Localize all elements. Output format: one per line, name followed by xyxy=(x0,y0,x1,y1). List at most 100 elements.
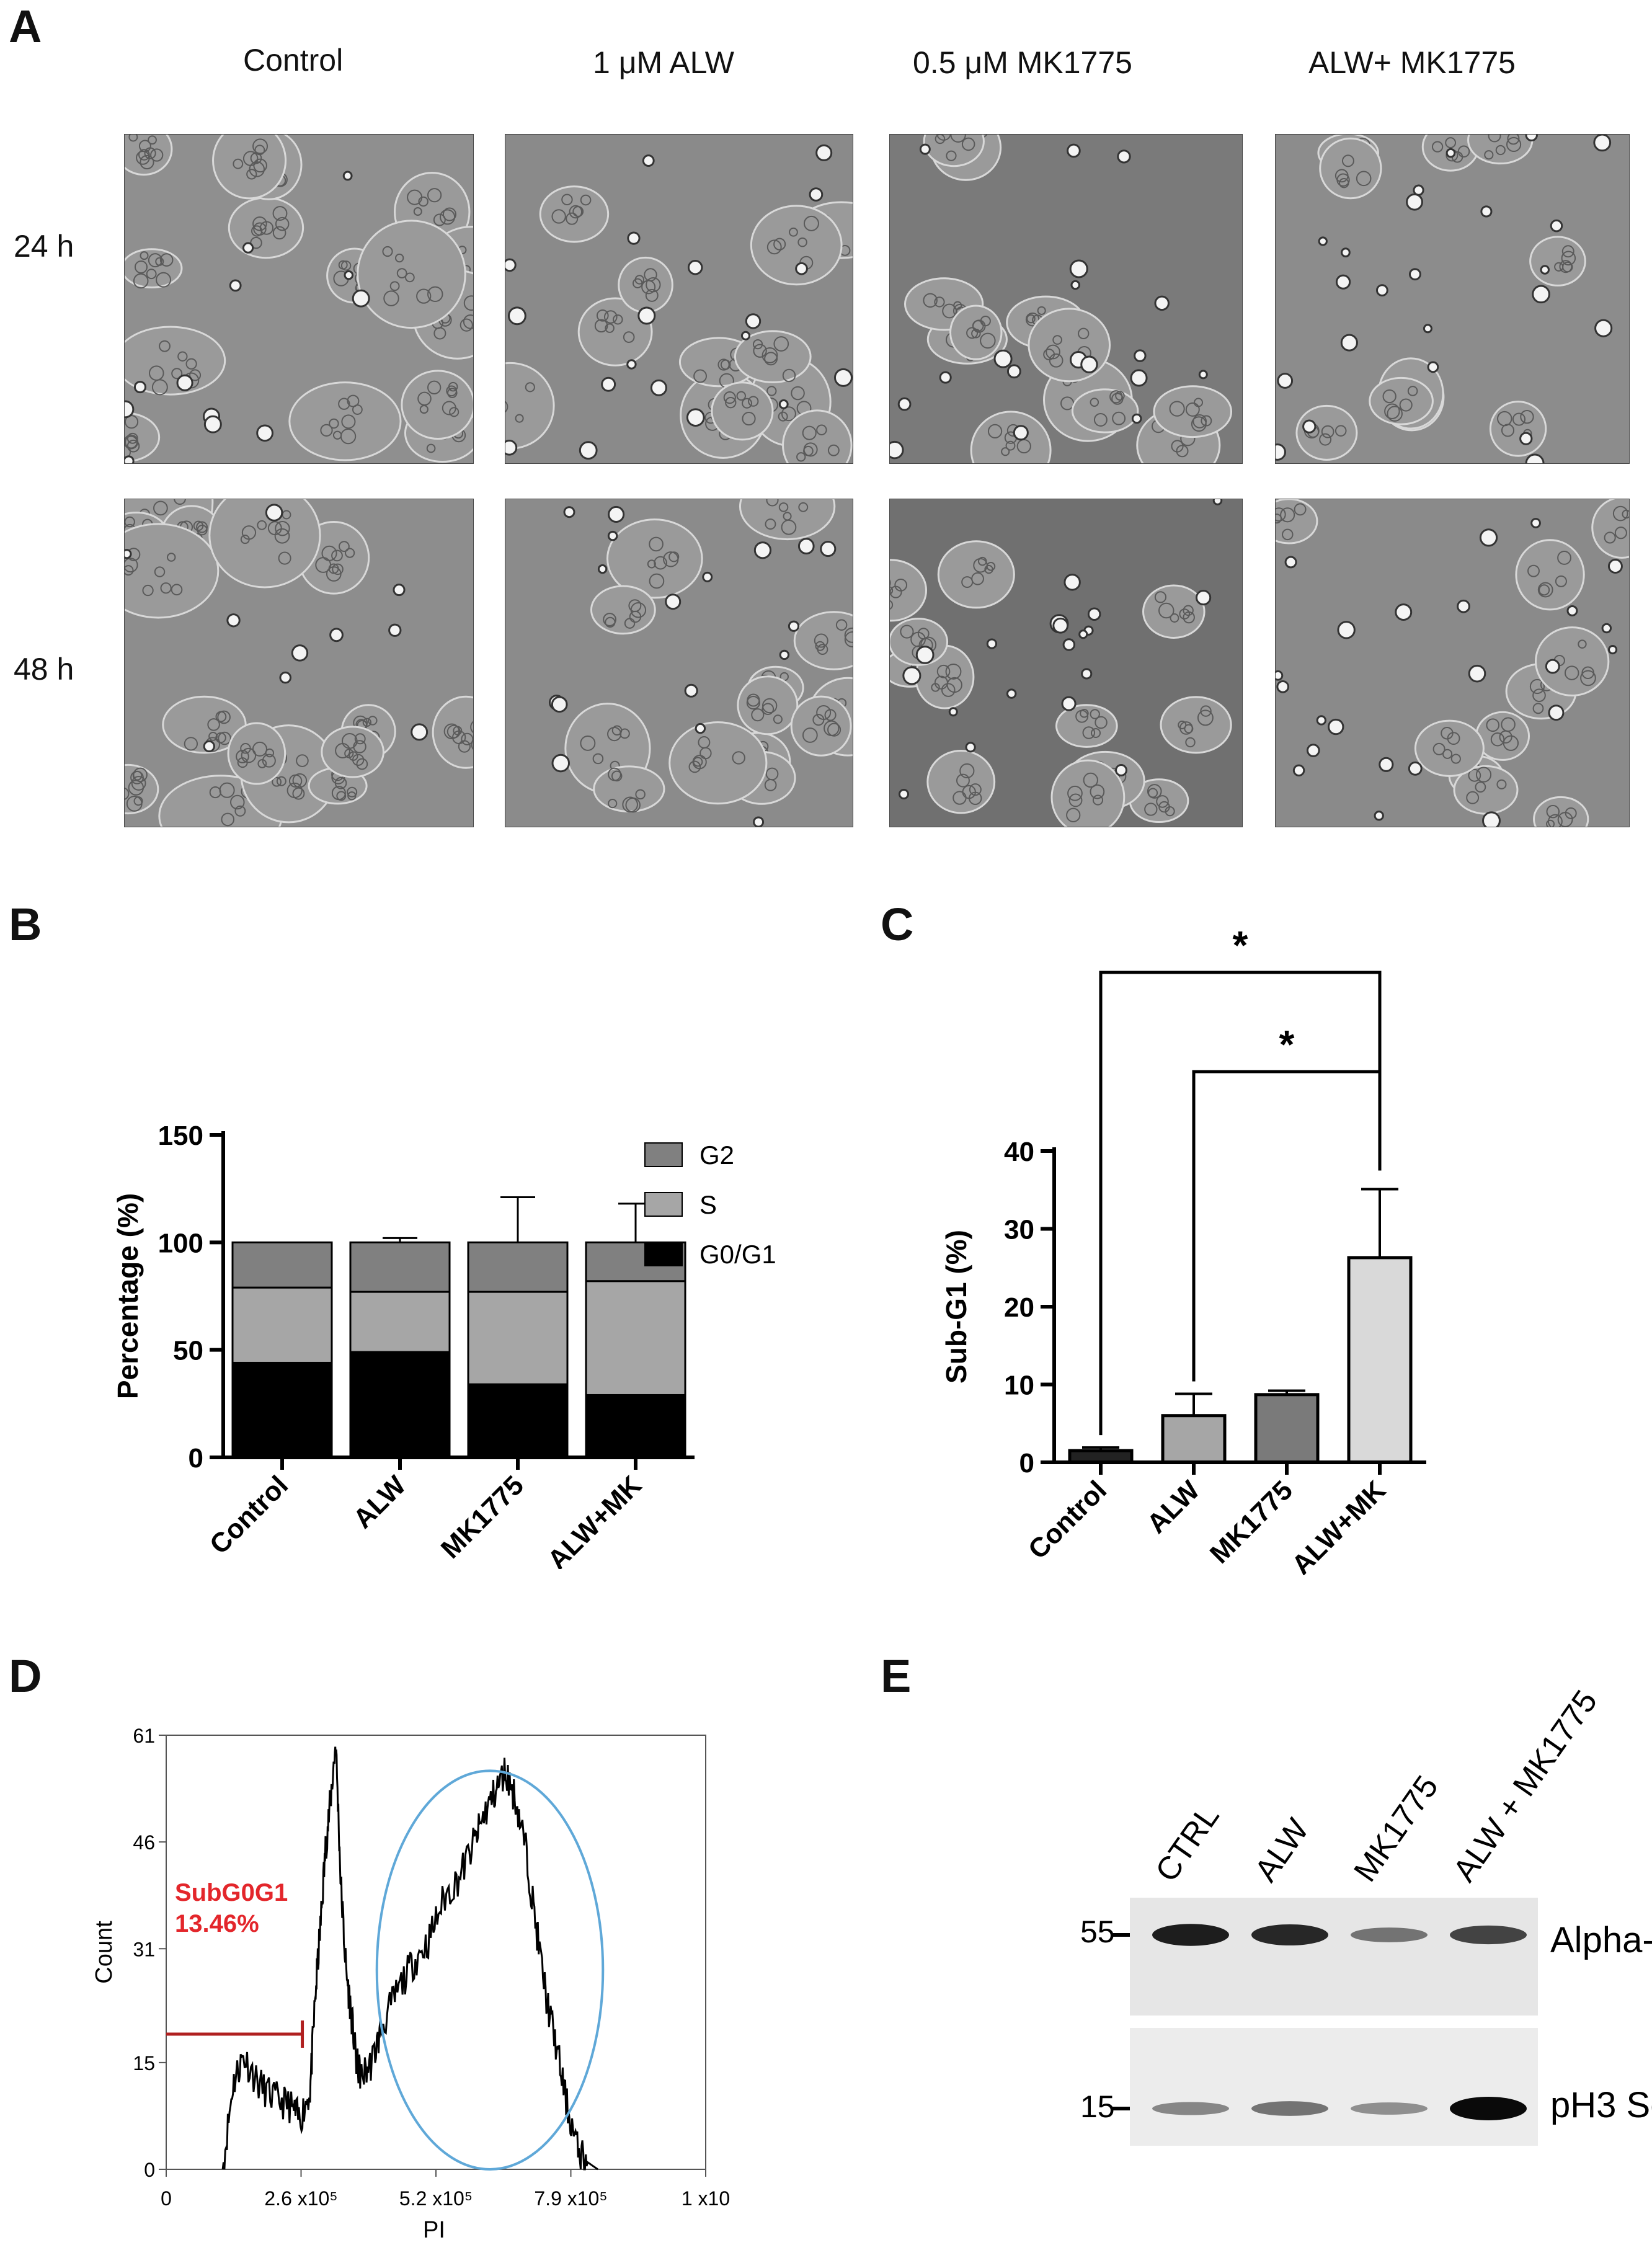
cell-nucleus xyxy=(1294,503,1307,516)
cell-nucleus xyxy=(1276,507,1286,522)
cell-nucleus xyxy=(1334,169,1349,183)
cell-nucleus xyxy=(622,796,638,813)
x-tick-label: 0 xyxy=(161,2187,172,2210)
y-tick-label: 30 xyxy=(1004,1215,1034,1245)
cell-nucleus xyxy=(242,151,259,166)
cell-nucleus xyxy=(278,551,291,565)
cell-cluster xyxy=(668,721,768,805)
rounded-cell xyxy=(279,671,292,684)
bar xyxy=(1161,1414,1227,1464)
lane-labels: CTRL ALW MK1775 ALW + MK1775 xyxy=(1148,1687,1604,1888)
rounded-cell xyxy=(1013,425,1029,441)
cell-nucleus xyxy=(1049,353,1064,368)
cell-nucleus xyxy=(272,776,282,787)
cell-nucleus xyxy=(649,573,665,589)
cell-nucleus xyxy=(803,442,818,457)
rounded-cell xyxy=(637,306,656,325)
cell-nucleus xyxy=(1555,575,1567,587)
rounded-cell xyxy=(833,368,853,387)
cell-nucleus xyxy=(630,602,647,618)
cell-nucleus xyxy=(174,499,186,505)
x-tick-label: 2.6 x10⁵ xyxy=(264,2187,337,2210)
micrograph-mk1775-48h xyxy=(889,499,1243,827)
rounded-cell xyxy=(1446,148,1456,158)
cell-nucleus xyxy=(1026,314,1036,324)
cell-nucleus xyxy=(426,443,436,453)
blot-band xyxy=(1251,2101,1328,2116)
cell-nucleus xyxy=(1441,726,1454,740)
cell-cluster xyxy=(432,695,473,769)
rounded-cell xyxy=(993,349,1013,368)
x-tick-label: MK1775 xyxy=(435,1470,530,1564)
rounded-cell xyxy=(1134,349,1147,362)
rounded-cell xyxy=(1540,265,1550,275)
cell-nucleus xyxy=(764,352,778,366)
rounded-cell xyxy=(745,313,762,329)
cell-nucleus xyxy=(1005,440,1016,451)
cell-nucleus xyxy=(1280,507,1295,523)
rounded-cell xyxy=(1548,705,1565,721)
rounded-cell xyxy=(695,722,706,734)
cell-nucleus xyxy=(1319,433,1332,446)
rounded-cell xyxy=(1292,764,1305,777)
rounded-cell xyxy=(203,415,222,433)
cell-cluster xyxy=(1533,796,1589,827)
cell-nucleus xyxy=(1200,705,1212,717)
cell-nucleus xyxy=(732,751,745,765)
cell-nucleus xyxy=(207,718,220,731)
cell-cluster xyxy=(790,695,852,757)
cell-nucleus xyxy=(1066,807,1081,822)
cell-cluster xyxy=(1515,539,1585,611)
legend-swatch xyxy=(644,1242,683,1266)
rounded-cell xyxy=(579,441,598,460)
y-axis-ticks: 0 10 20 30 40 xyxy=(1004,1137,1054,1478)
cell-cluster xyxy=(590,585,656,635)
cell-nucleus xyxy=(1497,411,1512,427)
cell-nucleus xyxy=(218,731,231,745)
bar-segment-g2 xyxy=(349,1241,451,1293)
x-tick-label: MK1775 xyxy=(1204,1475,1299,1569)
cell-nucleus xyxy=(461,732,473,745)
cell-cluster xyxy=(357,220,466,329)
rounded-cell xyxy=(626,359,637,370)
rounded-cell xyxy=(1306,744,1320,757)
cell-nucleus xyxy=(352,404,363,415)
rounded-cell xyxy=(1341,247,1351,258)
rounded-cell xyxy=(597,564,608,574)
rounded-cell xyxy=(797,538,815,554)
cell-nucleus xyxy=(972,320,984,332)
cell-nucleus xyxy=(942,303,957,319)
y-tick-label: 150 xyxy=(158,1121,203,1151)
cell-nucleus xyxy=(453,726,463,736)
cell-nucleus xyxy=(125,558,138,573)
cell-nucleus xyxy=(166,553,176,562)
cell-nucleus xyxy=(1501,717,1516,732)
cell-nucleus xyxy=(1387,406,1403,422)
cell-nucleus xyxy=(1112,411,1126,425)
cell-nucleus xyxy=(1399,398,1413,412)
cell-cluster xyxy=(1028,308,1111,383)
rounded-cell xyxy=(352,289,370,308)
column-label-control: Control xyxy=(243,43,344,78)
rounded-cell xyxy=(1530,518,1541,528)
cell-cluster xyxy=(1160,696,1232,754)
blot-bands xyxy=(1152,1924,1527,2120)
rounded-cell xyxy=(229,279,242,292)
marker-15: 15 xyxy=(1080,2089,1115,2124)
cell-nucleus xyxy=(340,260,352,271)
plot-frame xyxy=(166,1735,706,2170)
panel-letter-e: E xyxy=(881,1650,912,1702)
cell-nucleus xyxy=(941,683,956,697)
cell-cluster xyxy=(793,611,853,670)
rounded-cell xyxy=(948,707,958,717)
cell-nucleus xyxy=(966,327,979,339)
cell-nucleus xyxy=(252,216,267,231)
rounded-cell xyxy=(686,408,705,427)
cell-nucleus xyxy=(368,716,378,726)
cell-nucleus xyxy=(980,332,996,349)
cell-nucleus xyxy=(286,782,303,799)
rounded-cell xyxy=(1067,143,1081,158)
cell-nucleus xyxy=(1506,136,1522,153)
blot-band xyxy=(1152,2102,1229,2115)
cell-nucleus xyxy=(931,683,940,692)
